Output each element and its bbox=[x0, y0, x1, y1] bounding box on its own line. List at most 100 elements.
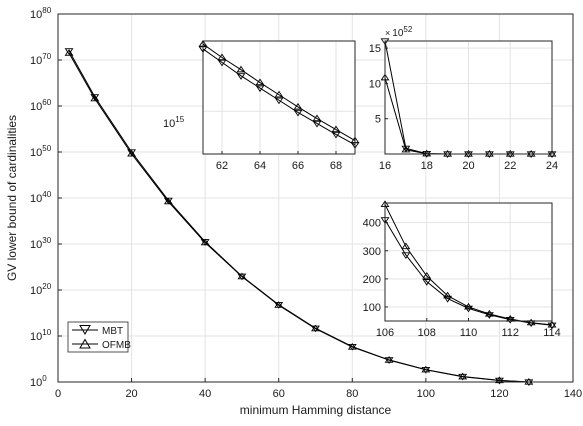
inset-bottom-right: 106 108 110 112 114 100 200 300 400 bbox=[363, 200, 561, 339]
main-marker-ofmb-7 bbox=[311, 324, 320, 332]
inset-top-right-x-tick-0: 16 bbox=[379, 160, 391, 172]
inset-top-right-y-tick-1: 10 bbox=[369, 78, 381, 90]
inset-top-right-y-tick-2: 15 bbox=[369, 43, 381, 55]
inset-top-right-marker-mbt-0 bbox=[380, 38, 390, 46]
inset-top-left-marker-ofmb-6 bbox=[312, 114, 322, 122]
inset-top-left-marker-ofmb-2 bbox=[236, 65, 246, 73]
main-x-tick-1: 20 bbox=[125, 388, 137, 400]
main-y-tick-4: 1040 bbox=[30, 190, 52, 205]
inset-top-right-x-tick-1: 18 bbox=[421, 160, 433, 172]
main-x-ticks: 0 20 40 60 80 100 120 140 bbox=[55, 378, 582, 400]
inset-bottom-right-x-tick-4: 114 bbox=[543, 327, 561, 339]
inset-top-left-y-tick-base: 10 bbox=[163, 118, 175, 130]
inset-top-right-x-tick-3: 22 bbox=[504, 160, 516, 172]
inset-top-left-frame bbox=[202, 40, 356, 155]
main-marker-ofmb-6 bbox=[274, 301, 284, 308]
inset-bottom-right-x-ticks: 106 108 110 112 114 bbox=[376, 318, 561, 339]
inset-bottom-right-x-tick-2: 110 bbox=[460, 327, 478, 339]
main-y-tick-exp-4: 40 bbox=[42, 190, 51, 199]
inset-top-right-marker-ofmb-2 bbox=[422, 149, 432, 157]
inset-bottom-right-x-tick-0: 106 bbox=[376, 327, 394, 339]
inset-bottom-right-x-tick-3: 112 bbox=[501, 327, 519, 339]
legend-marker-mbt bbox=[79, 325, 91, 335]
legend-marker-ofmb bbox=[79, 338, 91, 349]
main-marker-ofmb-12 bbox=[494, 376, 504, 384]
y-axis-label: GV lower bound of cardinalities bbox=[5, 115, 19, 281]
main-y-tick-base-8: 10 bbox=[30, 9, 42, 21]
inset-bottom-right-y-ticks: 100 200 300 400 bbox=[363, 218, 388, 314]
inset-top-left-x-tick-3: 68 bbox=[330, 160, 342, 172]
inset-top-left-line-ofmb bbox=[202, 43, 356, 141]
main-y-tick-2: 1020 bbox=[30, 282, 52, 297]
main-marker-ofmb-11 bbox=[458, 372, 468, 380]
main-marker-ofmb-3 bbox=[163, 197, 173, 205]
main-marker-ofmb-2 bbox=[127, 149, 137, 157]
inset-top-left-marker-mbt-6 bbox=[312, 120, 322, 128]
main-y-tick-exp-7: 70 bbox=[42, 52, 51, 61]
inset-bottom-right-marker-ofmb-4 bbox=[464, 302, 473, 310]
main-series bbox=[64, 48, 534, 387]
inset-top-right-x-ticks: 16 18 20 22 24 bbox=[379, 151, 558, 172]
legend-box bbox=[67, 321, 129, 353]
inset-top-right-multiplier: × 1052 bbox=[385, 25, 413, 39]
inset-bottom-right-y-tick-1: 200 bbox=[363, 274, 381, 286]
main-y-tick-base-0: 10 bbox=[30, 377, 42, 389]
main-marker-ofmb-13 bbox=[524, 377, 534, 385]
main-y-tick-0: 100 bbox=[30, 374, 47, 389]
inset-top-right-x-tick-2: 20 bbox=[462, 160, 474, 172]
main-y-tick-8: 1080 bbox=[30, 6, 52, 21]
main-y-tick-base-2: 10 bbox=[30, 285, 42, 297]
inset-bottom-right-y-tick-2: 300 bbox=[363, 246, 381, 258]
inset-bottom-right-marker-mbt-5 bbox=[484, 312, 494, 319]
inset-bottom-right-y-tick-3: 400 bbox=[363, 218, 381, 230]
inset-top-left-marker-ofmb-4 bbox=[274, 90, 284, 98]
inset-top-left-marker-mbt-5 bbox=[293, 109, 303, 117]
main-y-tick-base-5: 10 bbox=[30, 147, 42, 159]
main-y-tick-exp-3: 30 bbox=[42, 236, 51, 245]
main-marker-mbt-13 bbox=[524, 379, 534, 387]
main-y-tick-base-6: 10 bbox=[30, 101, 42, 113]
inset-top-left: 62 64 66 68 1015 bbox=[163, 40, 360, 172]
inset-bottom-right-marker-ofmb-3 bbox=[443, 291, 453, 299]
inset-bottom-right-marker-mbt-8 bbox=[547, 322, 557, 330]
inset-top-left-area bbox=[203, 41, 355, 154]
main-y-tick-exp-0: 0 bbox=[42, 374, 47, 383]
inset-bottom-right-y-tick-0: 100 bbox=[363, 302, 381, 314]
inset-top-right-marker-ofmb-7 bbox=[526, 149, 536, 157]
inset-top-left-x-tick-1: 64 bbox=[254, 160, 266, 172]
inset-top-right-marker-ofmb-6 bbox=[505, 149, 515, 157]
inset-top-right-marker-ofmb-3 bbox=[443, 149, 453, 157]
inset-top-left-marker-ofmb-5 bbox=[293, 102, 303, 110]
inset-top-right-y-ticks: 5 10 15 bbox=[369, 43, 388, 126]
inset-bottom-right-marker-ofmb-7 bbox=[526, 318, 536, 326]
inset-top-left-x-tick-0: 62 bbox=[216, 160, 228, 172]
inset-top-right-marker-ofmb-5 bbox=[484, 149, 494, 157]
inset-bottom-right-marker-mbt-2 bbox=[422, 279, 432, 286]
inset-bottom-right-marker-ofmb-5 bbox=[484, 309, 494, 317]
inset-top-right-marker-mbt-7 bbox=[526, 151, 536, 159]
inset-bottom-right-marker-mbt-3 bbox=[443, 295, 453, 303]
main-marker-mbt-0 bbox=[64, 48, 74, 55]
inset-top-right-multiplier-times: × bbox=[385, 28, 390, 38]
main-y-tick-3: 1030 bbox=[30, 236, 52, 251]
main-y-tick-base-4: 10 bbox=[30, 193, 42, 205]
main-x-tick-0: 0 bbox=[55, 388, 61, 400]
main-y-tick-base-3: 10 bbox=[30, 239, 42, 251]
main-x-tick-3: 60 bbox=[273, 388, 285, 400]
main-x-tick-5: 100 bbox=[417, 388, 435, 400]
main-y-tick-6: 1060 bbox=[30, 98, 52, 113]
inset-top-left-marker-mbt-2 bbox=[236, 73, 246, 80]
main-marker-ofmb-8 bbox=[347, 342, 357, 350]
inset-bottom-right-marker-mbt-1 bbox=[401, 252, 411, 260]
main-x-tick-4: 80 bbox=[346, 388, 358, 400]
inset-top-left-y-tick: 1015 bbox=[163, 115, 185, 130]
legend-label-ofmb: OFMB bbox=[102, 340, 131, 351]
inset-top-right-marker-ofmb-4 bbox=[464, 149, 473, 157]
inset-top-left-marker-mbt-3 bbox=[255, 85, 265, 93]
legend: MBT OFMB bbox=[67, 321, 131, 353]
inset-top-right-marker-mbt-5 bbox=[484, 151, 494, 159]
main-y-tick-7: 1070 bbox=[30, 52, 52, 67]
main-y-tick-exp-1: 10 bbox=[42, 328, 51, 337]
